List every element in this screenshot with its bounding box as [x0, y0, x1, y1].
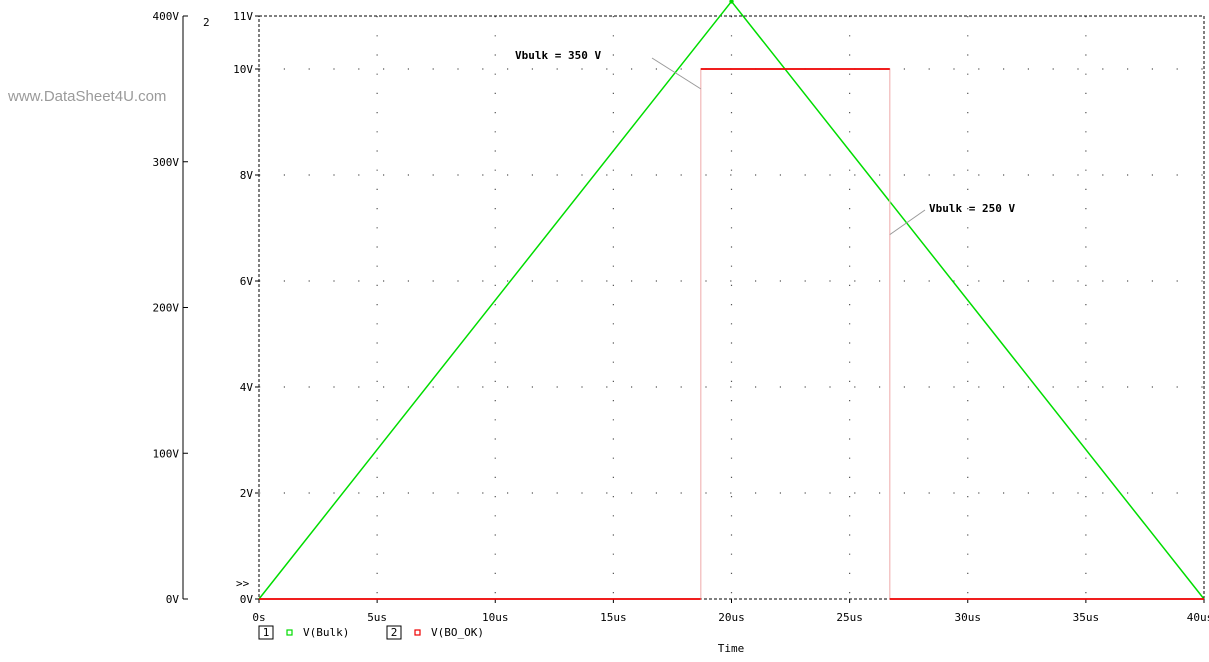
axis2-tick-label: 8V	[240, 169, 254, 182]
series-line-v-bo-ok--edges	[259, 68, 1204, 600]
axis2-tick-label: 6V	[240, 275, 254, 288]
plot-frame-border	[258, 15, 1205, 600]
annotation-leader	[651, 57, 702, 90]
x-tick-label: 10us	[482, 611, 509, 624]
legend-label: V(BO_OK)	[431, 626, 484, 639]
left-axis-tick-label: 100V	[153, 447, 180, 460]
left-axis-tick-label: 300V	[153, 156, 180, 169]
left-axis-tick-label: 200V	[153, 302, 180, 315]
x-tick-label: 0s	[252, 611, 265, 624]
legend-index-number: 2	[391, 626, 398, 639]
watermark-text: www.DataSheet4U.com	[8, 88, 167, 105]
x-tick-label: 35us	[1073, 611, 1100, 624]
x-tick-label: 30us	[955, 611, 982, 624]
axis2-tick-label: 10V	[233, 63, 253, 76]
x-tick-label: 5us	[367, 611, 387, 624]
legend-index-box	[258, 625, 274, 640]
annotation-leader	[889, 209, 926, 236]
legend-swatch	[414, 629, 421, 636]
x-tick-label: 15us	[600, 611, 627, 624]
annotation-text: Vbulk = 350 V	[515, 49, 601, 62]
x-axis-label: Time	[718, 642, 745, 655]
axes: 0s 5us 10us 15us 20us 25us 30us 35us 40us 0V 100V 2…	[153, 10, 1209, 624]
grid-layer	[259, 16, 1204, 599]
axis2-id-label: 2	[203, 16, 210, 29]
x-tick-label: 40us	[1187, 611, 1209, 624]
axis2-tick-label: 11V	[233, 10, 253, 23]
left-axis-tick-label: 400V	[153, 10, 180, 23]
legend-index-box	[386, 625, 402, 640]
legend: 1 V(Bulk) 2 V(BO_OK)	[258, 625, 484, 640]
x-tick-label: 25us	[836, 611, 863, 624]
annotation-text: Vbulk = 250 V	[929, 202, 1015, 215]
legend-label: V(Bulk)	[303, 626, 349, 639]
series-peak-marker	[729, 0, 734, 4]
legend-index-number: 1	[263, 626, 270, 639]
legend-swatch	[286, 629, 293, 636]
plot-frame	[258, 15, 1205, 600]
x-tick-label: 20us	[718, 611, 745, 624]
left-axis-tick-label: 0V	[166, 593, 180, 606]
series-line-v-bulk-	[258, 0, 1205, 600]
axis2-tick-label: 4V	[240, 381, 254, 394]
axis2-tick-label: 2V	[240, 487, 254, 500]
selected-axis-marker: >>	[236, 577, 250, 590]
axis2-tick-label: 0V	[240, 593, 254, 606]
annotations: Vbulk = 350 V Vbulk = 250 V	[515, 49, 1015, 236]
series-layer	[258, 0, 1205, 600]
